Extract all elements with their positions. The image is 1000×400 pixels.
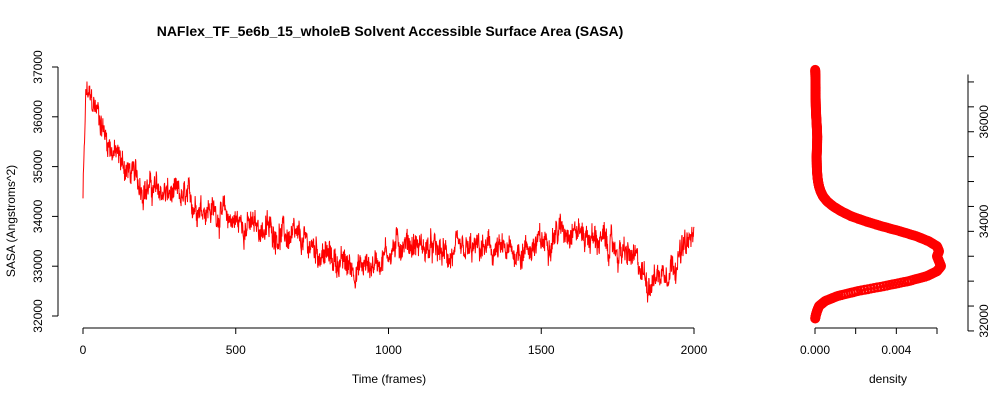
density-y-tick-label: 32000 [977, 304, 991, 338]
x-tick-label: 1000 [375, 343, 402, 357]
y-tick-label: 33000 [31, 249, 45, 283]
y-tick-label: 32000 [31, 299, 45, 333]
density-plot: 0.000 0.004 32000 34000 36000 [800, 64, 991, 357]
time-series-plot: 0 500 1000 1500 2000 32000 33000 34000 35000 3600… [31, 50, 708, 357]
density-axis-title: density [869, 372, 907, 386]
y-tick-label: 36000 [31, 100, 45, 134]
y-tick-label: 34000 [31, 199, 45, 233]
y-tick-label: 35000 [31, 150, 45, 184]
density-x-tick-label: 0.004 [881, 343, 911, 357]
x-tick-label: 1500 [528, 343, 555, 357]
chart-title: NAFlex_TF_5e6b_15_wholeB Solvent Accessi… [157, 23, 624, 39]
x-axis-title: Time (frames) [352, 372, 426, 386]
sasa-series-line [82, 81, 695, 303]
y-tick-label: 37000 [31, 50, 45, 84]
x-tick-label: 0 [80, 343, 87, 357]
density-y-tick-label: 36000 [977, 105, 991, 139]
density-y-tick-label: 34000 [977, 204, 991, 238]
y-axis-title: SASA (Angstroms^2) [4, 165, 18, 277]
density-point [810, 64, 821, 75]
x-tick-label: 2000 [681, 343, 708, 357]
x-tick-label: 500 [226, 343, 246, 357]
density-x-tick-label: 0.000 [800, 343, 830, 357]
